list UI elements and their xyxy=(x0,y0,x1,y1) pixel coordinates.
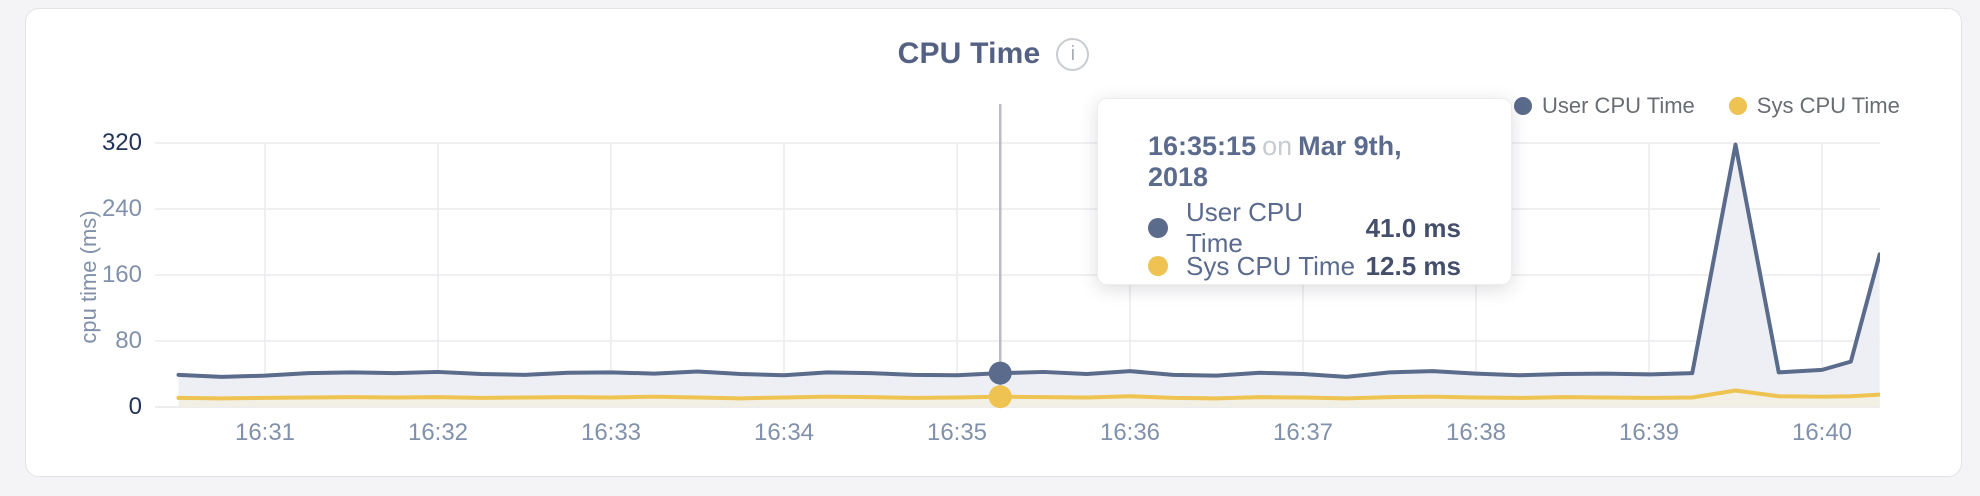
tooltip-series-value: 41.0 ms xyxy=(1365,212,1461,243)
tooltip-row-user: User CPU Time 41.0 ms xyxy=(1148,197,1461,258)
y-tick-label: 160 xyxy=(101,261,142,288)
user-area-fill xyxy=(178,144,1880,407)
x-tick-label: 16:40 xyxy=(1791,419,1853,446)
y-tick-label: 0 xyxy=(128,393,142,420)
legend-label: User CPU Time xyxy=(1542,93,1695,118)
x-tick-label: 16:39 xyxy=(1618,419,1680,446)
legend: User CPU Time Sys CPU Time xyxy=(1514,93,1900,119)
x-tick-label: 16:33 xyxy=(580,419,642,446)
y-tick-label: 240 xyxy=(101,195,142,222)
selected-point-user[interactable] xyxy=(988,361,1012,385)
x-tick-label: 16:31 xyxy=(234,419,296,446)
tooltip-time: 16:35:15 xyxy=(1148,131,1257,161)
x-tick-label: 16:34 xyxy=(753,419,815,446)
selected-point-sys[interactable] xyxy=(988,385,1012,409)
legend-dot-user-icon xyxy=(1514,97,1532,115)
x-tick-label: 16:38 xyxy=(1445,419,1507,446)
user-series-dot-icon xyxy=(1148,218,1168,238)
x-tick-label: 16:37 xyxy=(1272,419,1334,446)
tooltip-title: 16:35:15 on Mar 9th, 2018 xyxy=(1148,131,1461,193)
sys-cpu-line xyxy=(176,388,1880,401)
chart-header: CPU Time i xyxy=(26,37,1961,71)
tooltip-series-label: Sys CPU Time xyxy=(1186,250,1356,281)
legend-label: Sys CPU Time xyxy=(1756,93,1900,118)
info-icon[interactable]: i xyxy=(1056,37,1090,71)
tooltip: 16:35:15 on Mar 9th, 2018 User CPU Time 41… xyxy=(1097,98,1512,285)
legend-item-sys-cpu-time[interactable]: Sys CPU Time xyxy=(1728,93,1900,119)
x-tick-label: 16:36 xyxy=(1099,419,1161,446)
tooltip-series-value: 12.5 ms xyxy=(1365,250,1461,281)
tooltip-date: Mar 9th, 2018 xyxy=(1148,131,1402,192)
x-tick-label: 16:32 xyxy=(407,419,469,446)
x-tick-label: 16:35 xyxy=(926,419,988,446)
y-tick-label: 320 xyxy=(101,129,142,156)
legend-dot-sys-icon xyxy=(1728,97,1747,115)
user-cpu-line xyxy=(176,142,1880,379)
sys-series-dot-icon xyxy=(1148,256,1168,276)
tooltip-row-sys: Sys CPU Time 12.5 ms xyxy=(1148,247,1461,285)
tooltip-series-label: User CPU Time xyxy=(1186,197,1304,258)
legend-item-user-cpu-time[interactable]: User CPU Time xyxy=(1514,93,1695,119)
tooltip-connector: on xyxy=(1262,131,1293,161)
y-tick-label: 80 xyxy=(115,327,142,354)
series-group xyxy=(176,142,1880,407)
chart-title: CPU Time xyxy=(897,37,1041,70)
